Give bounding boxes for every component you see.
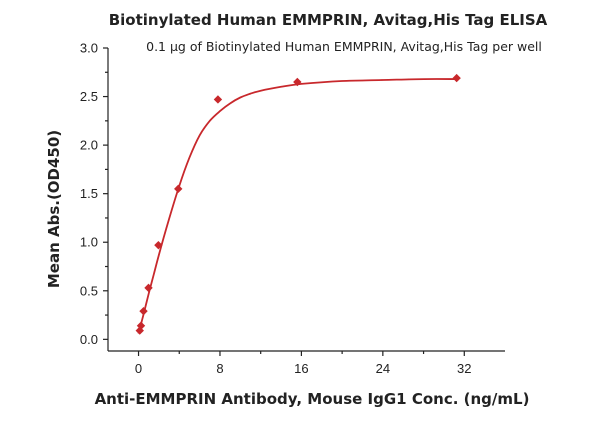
x-tick-label: 24 (376, 361, 390, 376)
y-axis-ticks: 0.0 0.5 1.0 1.5 2.0 2.5 3.0 (80, 41, 108, 347)
y-tick-label: 1.5 (80, 186, 98, 201)
x-axis-ticks: 0 8 16 24 32 (135, 351, 472, 376)
data-point (154, 240, 163, 250)
fit-curve (137, 78, 457, 334)
data-points (135, 73, 461, 335)
y-tick-label: 1.0 (80, 235, 98, 250)
chart-title: Biotinylated Human EMMPRIN, Avitag,His T… (109, 11, 548, 29)
data-point (452, 73, 461, 83)
x-axis-label: Anti-EMMPRIN Antibody, Mouse IgG1 Conc. … (95, 390, 530, 408)
y-axis-label: Mean Abs.(OD450) (45, 130, 63, 288)
data-point (213, 95, 223, 104)
data-point (144, 283, 153, 293)
data-point (174, 184, 183, 194)
x-tick-label: 8 (216, 361, 223, 376)
y-tick-label: 2.0 (80, 138, 98, 153)
data-point (293, 77, 302, 87)
y-tick-label: 0.5 (80, 283, 98, 298)
x-tick-label: 16 (294, 361, 308, 376)
x-tick-label: 0 (135, 361, 142, 376)
x-tick-label: 32 (457, 361, 471, 376)
y-tick-label: 3.0 (80, 41, 98, 56)
data-point (139, 306, 148, 316)
data-point (136, 321, 146, 330)
y-tick-label: 2.5 (80, 89, 98, 104)
chart-subtitle: 0.1 μg of Biotinylated Human EMMPRIN, Av… (146, 39, 542, 54)
y-tick-label: 0.0 (80, 332, 98, 347)
plot-area: 0.0 0.5 1.0 1.5 2.0 2.5 3.0 0 8 16 24 32 (80, 41, 505, 376)
